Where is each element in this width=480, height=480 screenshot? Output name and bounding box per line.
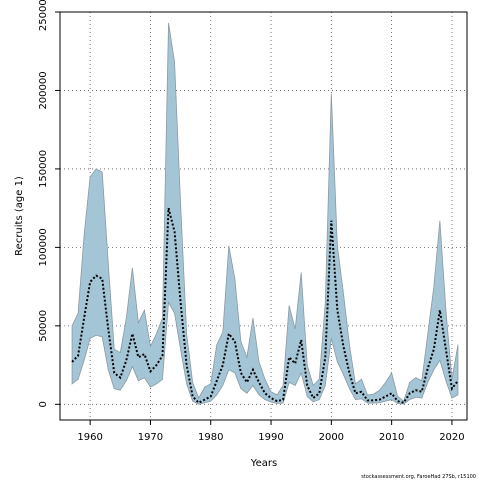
y-tick-label: 100000 (38, 228, 49, 266)
y-tick-label: 50000 (38, 310, 49, 342)
x-tick-label: 2000 (319, 432, 344, 443)
x-tick-label: 1990 (258, 432, 283, 443)
x-tick-label: 1960 (77, 432, 102, 443)
y-axis-ticks: 0 50000 100000 150000 200000 250000 (38, 0, 60, 407)
estimate-line-layer (71, 207, 459, 404)
x-axis-ticks: 1960 1970 1980 1990 2000 2010 2020 (77, 420, 465, 443)
y-tick-label: 250000 (38, 0, 49, 31)
y-axis-title: Recruits (age 1) (14, 176, 25, 256)
x-tick-label: 2010 (379, 432, 404, 443)
plot-frame (59, 11, 468, 421)
x-tick-label: 2020 (439, 432, 464, 443)
y-tick-label: 200000 (38, 71, 49, 109)
y-tick-label: 150000 (38, 150, 49, 188)
source-credit: stockassessment.org, FaroeHad 27Sb, r151… (361, 474, 476, 480)
x-tick-label: 1970 (138, 432, 163, 443)
y-tick-label: 0 (38, 401, 49, 407)
x-tick-label: 1980 (198, 432, 223, 443)
confidence-band-layer (71, 22, 459, 405)
confidence-band (71, 22, 459, 405)
x-axis-title: Years (250, 458, 277, 469)
estimate-line (71, 207, 459, 404)
